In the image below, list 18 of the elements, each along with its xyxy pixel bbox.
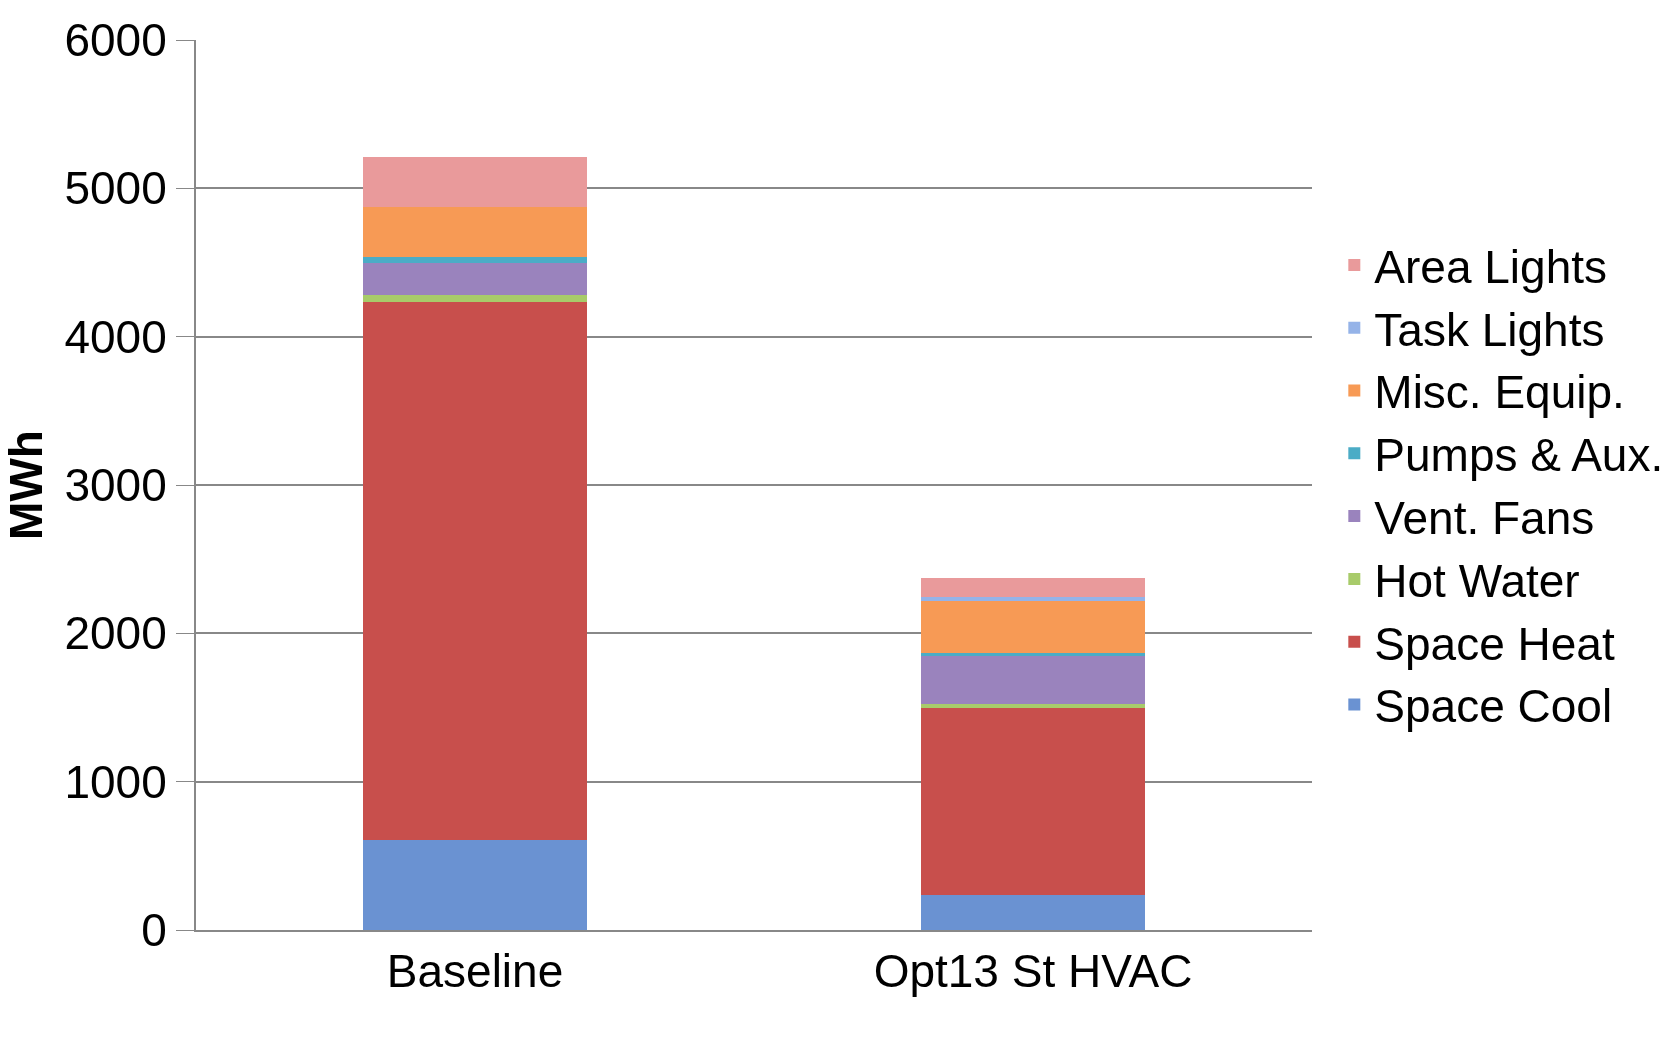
y-tick-label: 4000 <box>64 310 167 363</box>
legend-label: Vent. Fans <box>1374 492 1595 545</box>
x-tick-label: Opt13 St HVAC <box>873 945 1193 998</box>
y-tick-label: 3000 <box>64 459 167 512</box>
legend-label: Hot Water <box>1374 554 1580 607</box>
legend-label: Misc. Equip. <box>1374 366 1625 419</box>
legend-label: Pumps & Aux. <box>1374 429 1664 482</box>
y-tick-label: 6000 <box>64 14 167 67</box>
y-tick-label: 5000 <box>64 162 167 215</box>
y-tick-label: 2000 <box>64 607 167 660</box>
y-tick-label: 1000 <box>64 755 167 808</box>
legend-label: Space Cool <box>1374 680 1613 733</box>
x-tick-label: Baseline <box>386 945 564 998</box>
legend-label: Area Lights <box>1374 240 1608 293</box>
legend-label: Task Lights <box>1374 303 1605 356</box>
y-tick-label: 0 <box>141 904 167 957</box>
y-axis-title: MWh <box>0 430 52 540</box>
legend-label: Space Heat <box>1374 617 1615 670</box>
